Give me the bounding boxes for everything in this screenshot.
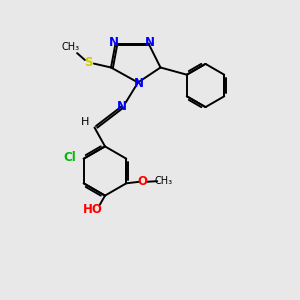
Text: S: S (84, 56, 93, 70)
Text: CH₃: CH₃ (61, 42, 80, 52)
Text: HO: HO (83, 202, 103, 216)
Text: N: N (109, 36, 119, 49)
Text: N: N (116, 100, 127, 113)
Text: O: O (138, 175, 148, 188)
Text: N: N (134, 77, 144, 90)
Text: Cl: Cl (64, 151, 76, 164)
Text: N: N (145, 36, 155, 49)
Text: H: H (81, 117, 90, 127)
Text: CH₃: CH₃ (155, 176, 173, 186)
